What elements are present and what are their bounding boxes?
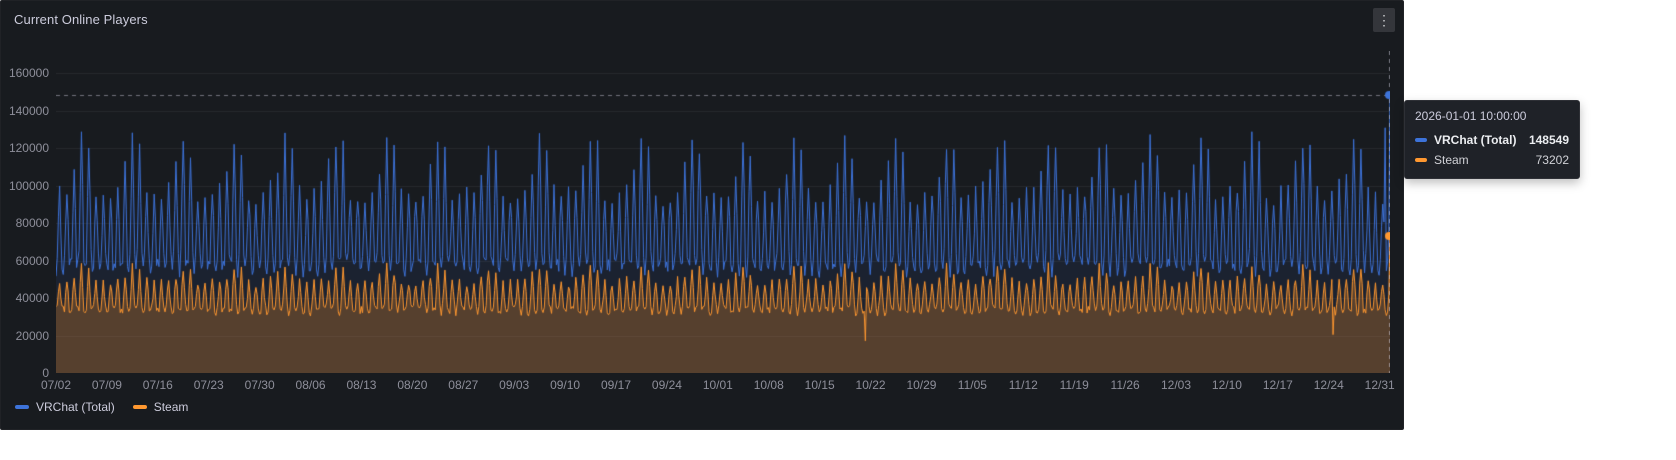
y-axis-tick-label: 20000 xyxy=(15,328,49,343)
x-axis: 07/02 07/09 07/16 07/23 07/30 08/06 08/13 08/20… xyxy=(41,378,1395,394)
x-axis-tick-label: 07/16 xyxy=(142,378,173,392)
tooltip-timestamp: 2026-01-01 10:00:00 xyxy=(1415,109,1527,123)
x-axis-tick-label: 09/10 xyxy=(550,378,581,392)
panel-current-online-players: Current Online Players ⋮ 0 20000 40000 6000… xyxy=(0,0,1404,430)
y-axis-tick-label: 40000 xyxy=(15,291,49,306)
x-axis-tick-label: 10/08 xyxy=(753,378,784,392)
x-axis-tick-label: 12/17 xyxy=(1262,378,1293,392)
x-axis-tick-label: 08/27 xyxy=(448,378,479,392)
y-axis-tick-label: 120000 xyxy=(8,141,49,156)
tooltip-series-value: 73202 xyxy=(1535,153,1569,167)
y-axis-tick-label: 160000 xyxy=(8,66,49,81)
y-axis: 0 20000 40000 60000 80000 100000 120000 140000 1… xyxy=(1,51,49,380)
x-axis-tick-label: 11/12 xyxy=(1008,378,1038,392)
x-axis-tick-label: 10/15 xyxy=(804,378,835,392)
tooltip-series-value: 148549 xyxy=(1528,133,1569,147)
x-axis-tick-label: 07/23 xyxy=(193,378,224,392)
y-axis-tick-label: 100000 xyxy=(8,178,49,193)
x-axis-tick-label: 12/31 xyxy=(1364,378,1395,392)
steam-series-swatch xyxy=(1415,158,1427,162)
x-axis-tick-label: 08/13 xyxy=(346,378,377,392)
x-axis-tick-label: 12/10 xyxy=(1211,378,1242,392)
tooltip-row-vrchat: VRChat (Total) 148549 xyxy=(1415,130,1569,150)
x-axis-tick-label: 08/20 xyxy=(397,378,428,392)
x-axis-tick-label: 11/19 xyxy=(1059,378,1089,392)
y-axis-tick-label: 140000 xyxy=(8,103,49,118)
tooltip-row-steam: Steam 73202 xyxy=(1415,150,1569,170)
x-axis-tick-label: 11/05 xyxy=(957,378,987,392)
x-axis-tick-label: 07/09 xyxy=(91,378,122,392)
plot-area xyxy=(56,51,1390,373)
tooltip-series-name: VRChat (Total) xyxy=(1434,133,1517,147)
y-axis-tick-label: 80000 xyxy=(15,216,49,231)
x-axis-tick-label: 10/29 xyxy=(906,378,937,392)
panel-title: Current Online Players xyxy=(14,11,148,27)
x-axis-tick-label: 12/24 xyxy=(1313,378,1344,392)
legend-item-steam[interactable]: Steam xyxy=(132,400,189,414)
kebab-menu-icon[interactable]: ⋮ xyxy=(1373,8,1395,32)
x-axis-tick-label: 07/02 xyxy=(40,378,72,392)
x-axis-tick-label: 10/22 xyxy=(855,378,886,392)
y-axis-tick-label: 0 xyxy=(42,366,49,380)
legend-series-label: Steam xyxy=(153,400,189,414)
y-axis-tick-label: 60000 xyxy=(15,253,49,268)
x-axis-tick-label: 08/06 xyxy=(295,378,326,392)
x-axis-tick-label: 11/26 xyxy=(1110,378,1140,392)
x-axis-tick-label: 09/17 xyxy=(600,378,632,392)
x-axis-tick-label: 07/30 xyxy=(244,378,275,392)
chart-canvas[interactable] xyxy=(56,51,1390,373)
legend-series-swatch xyxy=(15,405,29,409)
legend: VRChat (Total) Steam xyxy=(15,400,188,414)
x-axis-tick-label: 10/01 xyxy=(702,378,733,392)
vrchat-series-swatch xyxy=(1415,138,1427,142)
x-axis-tick-label: 09/03 xyxy=(499,378,530,392)
panel-header: Current Online Players xyxy=(1,1,1403,37)
legend-series-label: VRChat (Total) xyxy=(36,400,115,414)
x-axis-tick-label: 09/24 xyxy=(651,378,682,392)
tooltip: 2026-01-01 10:00:00 VRChat (Total) 14854… xyxy=(1404,100,1580,179)
legend-series-swatch xyxy=(132,405,147,409)
x-axis-tick-label: 12/03 xyxy=(1161,378,1192,392)
tooltip-series-name: Steam xyxy=(1434,153,1469,167)
legend-item-vrchat-total[interactable]: VRChat (Total) xyxy=(15,400,115,414)
